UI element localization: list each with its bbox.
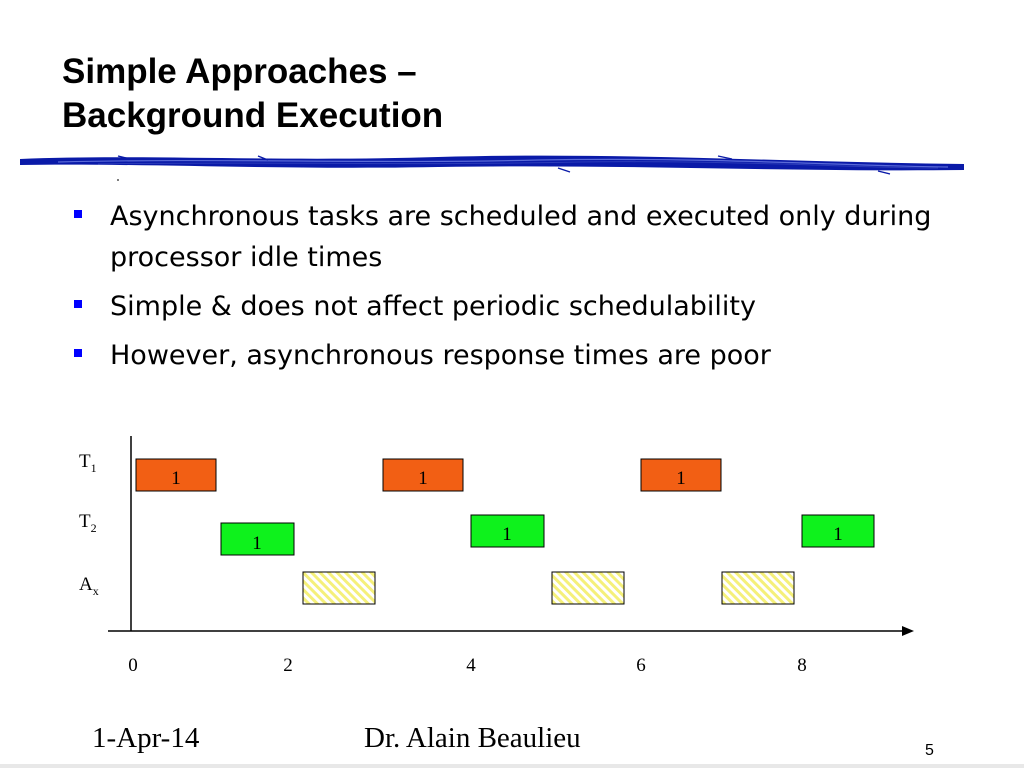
t1-task-block: 1 (382, 458, 464, 492)
t2-task-block: 1 (801, 514, 875, 548)
x-tick-label: 4 (466, 655, 476, 676)
t2-task-block: 1 (220, 522, 295, 556)
task-label: 1 (418, 468, 428, 489)
title-line-2: Background Execution (62, 96, 444, 135)
task-label: 1 (833, 524, 843, 545)
ax-task-block (551, 571, 625, 605)
x-tick-label: 8 (797, 655, 807, 676)
bullet-text: However, asynchronous response times are… (110, 340, 771, 371)
bullet-item: Asynchronous tasks are scheduled and exe… (70, 196, 970, 278)
bullet-text: Asynchronous tasks are scheduled and exe… (110, 201, 932, 273)
ax-task-block (302, 571, 376, 605)
schedule-timeline-diagram: T1 T2 Ax 1 1 1 1 1 1 (79, 436, 914, 676)
row-label-ax: Ax (79, 574, 99, 598)
bullet-square-icon (74, 210, 82, 218)
x-tick-label: 6 (636, 655, 646, 676)
rule-speck (117, 179, 119, 181)
x-axis-arrowhead (902, 626, 914, 636)
row-label-t1: T1 (79, 451, 97, 475)
slide-title: Simple Approaches – Background Execution (62, 50, 962, 138)
task-label: 1 (502, 524, 512, 545)
x-tick-label: 0 (128, 655, 138, 676)
title-line-1: Simple Approaches – (62, 52, 417, 91)
bullet-text: Simple & does not affect periodic schedu… (110, 291, 756, 322)
bullet-item: Simple & does not affect periodic schedu… (70, 286, 970, 327)
title-underline-rule (20, 155, 964, 181)
row-label-t2: T2 (79, 511, 97, 535)
bullet-item: However, asynchronous response times are… (70, 335, 970, 376)
footer-date: 1-Apr-14 (92, 722, 200, 754)
t1-task-block: 1 (640, 458, 722, 492)
x-tick-label: 2 (283, 655, 293, 676)
t1-task-block: 1 (135, 458, 217, 492)
ax-task-block (721, 571, 795, 605)
bullet-list: Asynchronous tasks are scheduled and exe… (70, 196, 970, 384)
footer-author: Dr. Alain Beaulieu (364, 722, 581, 754)
page-number: 5 (925, 742, 934, 759)
task-label: 1 (171, 468, 181, 489)
bullet-square-icon (74, 349, 82, 357)
task-label: 1 (252, 533, 262, 554)
task-label: 1 (676, 468, 686, 489)
bullet-square-icon (74, 300, 82, 308)
bottom-border (0, 764, 1024, 768)
t2-task-block: 1 (470, 514, 545, 548)
